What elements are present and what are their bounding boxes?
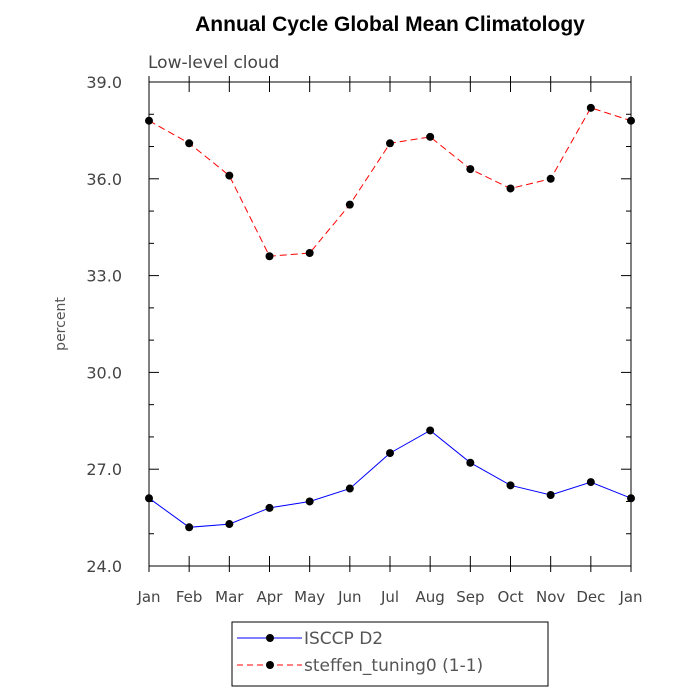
data-point [426,132,435,141]
data-point [386,449,394,458]
data-point [305,497,314,506]
data-point [265,503,274,512]
xtick-label: Nov [536,588,565,606]
data-point [466,165,475,174]
xtick-label: Dec [576,588,605,606]
xtick-label: Jan [136,588,160,606]
y-axis-label: percent [53,297,69,351]
xtick-label: Feb [176,588,203,606]
data-point [586,103,595,112]
data-point [426,426,435,435]
data-point [185,139,194,148]
data-point [506,481,515,490]
data-point [546,174,555,183]
ytick-label: 39.0 [86,73,122,92]
ytick-label: 27.0 [86,460,122,479]
series-line [148,107,632,257]
ytick-label: 33.0 [86,267,122,286]
legend-label-steffen: steffen_tuning0 (1-1) [304,656,483,676]
plot-frame [148,81,632,567]
legend-marker-steffen [266,661,274,669]
xtick-label: Mar [215,588,244,606]
data-point [386,139,394,148]
data-point [586,478,595,487]
xtick-label: Aug [416,588,445,606]
xtick-label: Oct [498,588,524,606]
series-layer [145,103,635,532]
data-point [506,184,515,193]
data-point [345,200,354,209]
legend: ISCCP D2 steffen_tuning0 (1-1) [231,621,549,687]
ytick-label: 36.0 [86,170,122,189]
xtick-label: Jul [380,588,399,606]
data-point [185,523,194,532]
xtick-label: Apr [257,588,284,606]
legend-marker-isccp [266,634,274,642]
data-point [546,491,555,500]
legend-label-isccp: ISCCP D2 [304,629,383,649]
xtick-label: Jan [618,588,642,606]
ytick-label: 30.0 [86,363,122,382]
data-point [225,520,234,529]
legend-box [231,621,549,687]
ytick-label: 24.0 [86,557,122,576]
data-point [345,484,354,493]
chart-title: Annual Cycle Global Mean Climatology [195,13,585,36]
series-line [148,429,632,528]
xtick-label: Jun [337,588,361,606]
series-0 [145,426,635,532]
xtick-label: May [294,588,325,606]
series-1 [145,103,635,261]
data-point [466,458,475,467]
xtick-label: Sep [456,588,484,606]
data-point [305,249,314,258]
data-point [225,171,234,180]
axis-ticks: 24.0 27.0 30.0 33.0 36.0 39.0 Jan Feb Mar Apr May J… [86,73,642,606]
chart-subtitle: Low-level cloud [148,53,279,73]
data-point [265,252,274,261]
